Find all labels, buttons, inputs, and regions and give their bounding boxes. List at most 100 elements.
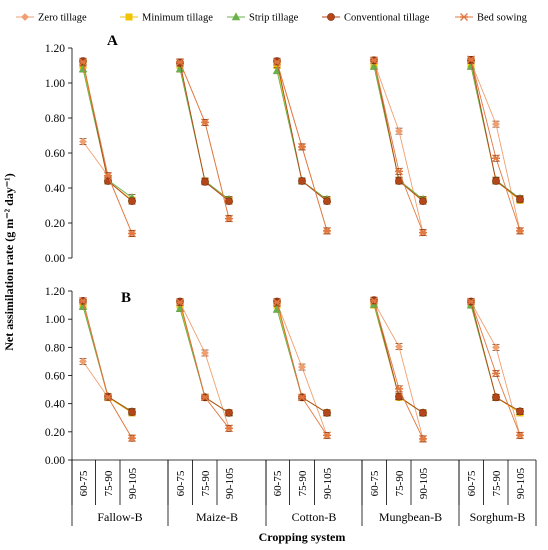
- panel-a: 0.00 0.20 0.40 0.60 0.80 1.00 1.20 A: [45, 33, 525, 265]
- data-point: [201, 177, 209, 186]
- legend-marker-conventional-tillage: [327, 13, 335, 21]
- y-tick-label: 0.40: [45, 183, 65, 195]
- chart-panels: 0.00 0.20 0.40 0.60 0.80 1.00 1.20 A 0.00 0.20 0.4…: [45, 33, 525, 467]
- legend-marker-bed-sowing: [460, 13, 468, 21]
- group-label-cotton-b: Cotton-B: [292, 510, 337, 524]
- series-zero-tillage: [79, 298, 524, 443]
- data-point: [79, 137, 87, 146]
- data-point: [201, 118, 209, 127]
- data-point: [516, 226, 524, 235]
- data-point: [298, 177, 306, 185]
- data-point: [419, 228, 427, 237]
- data-point: [492, 393, 500, 402]
- category-label: 90-105: [322, 467, 334, 499]
- data-point: [370, 56, 378, 65]
- category-label: 75-90: [491, 470, 503, 496]
- data-point: [298, 363, 306, 371]
- series-line: [179, 302, 230, 429]
- data-point: [128, 408, 136, 417]
- category-label: 90-105: [418, 467, 430, 499]
- category-label: 75-90: [394, 470, 406, 496]
- data-point: [176, 58, 184, 66]
- category-label: 60-75: [369, 470, 381, 496]
- category-label: 90-105: [127, 467, 139, 499]
- data-point: [323, 197, 331, 206]
- data-point: [395, 127, 403, 136]
- data-point: [79, 296, 87, 305]
- data-point: [395, 342, 403, 351]
- category-label: 75-90: [103, 470, 115, 496]
- data-point: [104, 171, 112, 180]
- category-label: 60-75: [466, 470, 478, 496]
- data-point: [492, 343, 500, 352]
- y-tick-label: 1.00: [45, 78, 65, 90]
- data-point: [395, 384, 403, 393]
- x-axis: 60-75 75-90 90-105 Fallow-B 60-75 75-90 90-105…: [71, 459, 537, 526]
- y-tick-label: 0.80: [45, 113, 65, 125]
- legend-label-conventional-tillage: Conventional tillage: [344, 13, 430, 24]
- series-line: [82, 141, 133, 234]
- data-point: [323, 226, 331, 235]
- y-tick-label: 0.20: [45, 427, 65, 439]
- group-label-sorghum-b: Sorghum-B: [470, 510, 526, 524]
- data-point: [467, 55, 475, 64]
- category-label: 60-75: [272, 470, 284, 496]
- series-bed-sowing: [79, 55, 524, 238]
- category-label: 90-105: [515, 467, 527, 499]
- data-point: [79, 58, 87, 66]
- category-label: 60-75: [78, 470, 90, 496]
- data-point: [201, 393, 209, 402]
- y-tick-label: 1.20: [45, 43, 65, 55]
- category-label: 60-75: [175, 470, 187, 496]
- y-tick-label: 0.20: [45, 218, 65, 230]
- series-line: [373, 302, 424, 439]
- data-point: [492, 177, 500, 185]
- data-point: [419, 197, 427, 206]
- group-label-maize-b: Maize-B: [196, 510, 238, 524]
- y-tick-label: 0.00: [45, 253, 65, 265]
- data-point: [225, 197, 233, 206]
- series-line: [470, 301, 521, 436]
- legend-marker-zero-tillage: [21, 13, 29, 21]
- legend-label-zero-tillage: Zero tillage: [38, 13, 87, 24]
- data-point: [225, 214, 233, 223]
- series-line: [373, 60, 424, 233]
- data-point: [201, 349, 209, 357]
- data-point: [128, 197, 136, 206]
- category-label: 75-90: [297, 470, 309, 496]
- data-point: [176, 298, 184, 307]
- data-point: [516, 407, 524, 416]
- legend-label-bed-sowing: Bed sowing: [477, 13, 528, 24]
- data-point: [128, 434, 136, 443]
- category-label: 90-105: [224, 467, 236, 499]
- y-tick-label: 1.00: [45, 314, 65, 326]
- data-point: [492, 120, 500, 129]
- y-tick-label: 0.40: [45, 399, 65, 411]
- data-point: [419, 408, 427, 417]
- y-tick-label: 1.20: [45, 286, 65, 298]
- y-tick-label: 0.60: [45, 371, 65, 383]
- y-axis-title: Net assimilation rate (g m⁻² day⁻¹): [2, 173, 16, 351]
- panel-b: 0.00 0.20 0.40 0.60 0.80 1.00 1.20 B: [45, 286, 525, 467]
- data-point: [467, 297, 475, 306]
- data-point: [395, 167, 403, 176]
- series-line: [373, 61, 424, 233]
- legend: Zero tillage Minimum tillage Strip tillage…: [16, 12, 528, 24]
- y-tick-label: 0.80: [45, 342, 65, 354]
- data-point: [273, 58, 281, 66]
- legend-label-strip-tillage: Strip tillage: [249, 13, 299, 24]
- data-point: [516, 195, 524, 204]
- category-label: 75-90: [200, 470, 212, 496]
- legend-marker-strip-tillage: [231, 12, 241, 21]
- data-point: [225, 408, 233, 417]
- y-tick-label: 0.00: [45, 455, 65, 467]
- series-line: [82, 61, 133, 234]
- data-point: [225, 424, 233, 433]
- data-point: [370, 296, 378, 305]
- y-tick-label: 0.60: [45, 148, 65, 160]
- data-point: [298, 142, 306, 151]
- data-point: [298, 393, 306, 402]
- data-point: [492, 369, 500, 378]
- data-point: [79, 357, 87, 366]
